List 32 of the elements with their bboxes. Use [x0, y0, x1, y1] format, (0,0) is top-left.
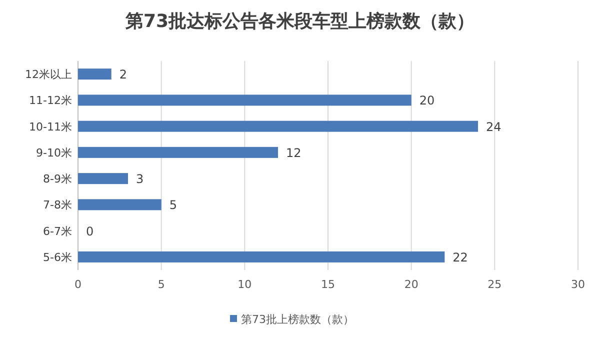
data-label: 5 [169, 198, 177, 212]
bar [78, 94, 412, 106]
y-tick-label: 11-12米 [29, 94, 72, 108]
y-tick-label: 12米以上 [25, 68, 72, 82]
data-label: 12 [286, 146, 302, 160]
x-tick-label: 0 [74, 278, 82, 291]
bar [78, 251, 445, 262]
x-tick-label: 20 [404, 278, 418, 291]
data-label: 20 [419, 94, 435, 108]
bar [78, 173, 128, 184]
x-tick-label: 30 [571, 278, 585, 291]
bar [78, 199, 162, 210]
y-tick-label: 9-10米 [36, 146, 72, 160]
y-tick-label: 6-7米 [43, 224, 72, 238]
y-tick-label: 5-6米 [43, 250, 72, 264]
data-label: 3 [136, 172, 144, 186]
data-label: 2 [119, 68, 127, 82]
bar [78, 68, 112, 80]
data-label: 22 [452, 250, 468, 264]
y-tick-label: 7-8米 [43, 198, 72, 212]
bar [78, 120, 478, 132]
x-tick-label: 15 [321, 278, 335, 291]
x-tick-label: 5 [158, 278, 165, 291]
data-label: 0 [86, 224, 94, 238]
y-tick-label: 10-11米 [29, 120, 72, 134]
data-label: 24 [486, 120, 502, 134]
legend-label: 第73批上榜款数（款） [241, 313, 354, 326]
y-tick-label: 8-9米 [43, 172, 72, 186]
x-tick-label: 10 [238, 278, 252, 291]
chart-title: 第73批达标公告各米段车型上榜款数（款） [124, 11, 475, 32]
x-tick-label: 25 [488, 278, 502, 291]
bar [78, 146, 278, 158]
